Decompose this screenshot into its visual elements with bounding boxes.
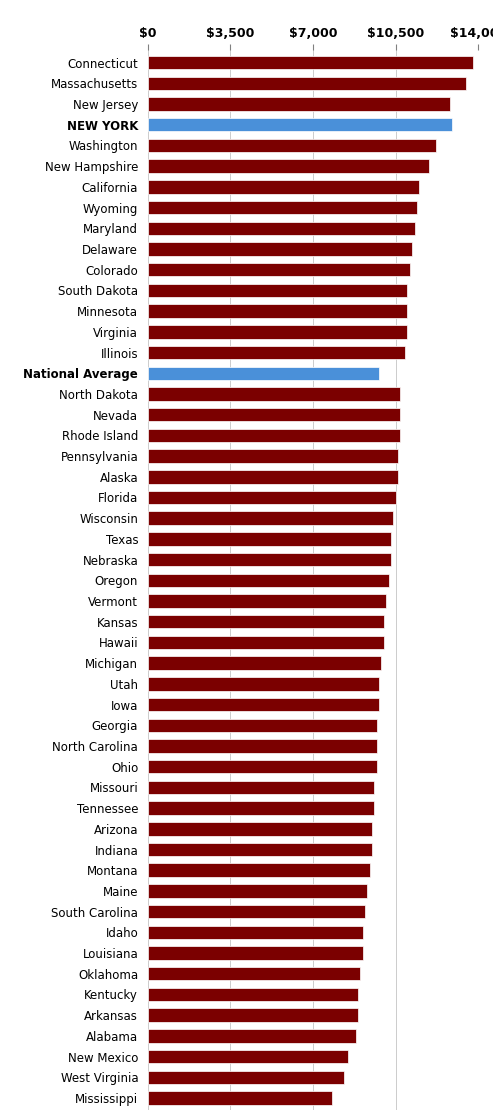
Bar xyxy=(148,56,473,69)
Bar xyxy=(148,511,393,525)
Bar xyxy=(148,118,452,132)
Bar xyxy=(148,387,400,401)
Bar xyxy=(148,1091,332,1105)
Bar xyxy=(148,574,388,587)
Bar xyxy=(148,968,360,981)
Bar xyxy=(148,77,466,90)
Bar xyxy=(148,346,405,359)
Bar xyxy=(148,305,407,318)
Bar xyxy=(148,429,400,442)
Bar xyxy=(148,1009,358,1022)
Bar xyxy=(148,843,372,856)
Bar xyxy=(148,656,382,670)
Bar xyxy=(148,905,365,918)
Bar xyxy=(148,884,367,897)
Bar xyxy=(148,552,391,566)
Bar xyxy=(148,180,419,193)
Bar xyxy=(148,1070,344,1084)
Bar xyxy=(148,470,398,483)
Bar xyxy=(148,946,362,960)
Bar xyxy=(148,366,379,379)
Bar xyxy=(148,408,400,422)
Bar xyxy=(148,988,358,1001)
Bar xyxy=(148,242,412,256)
Bar xyxy=(148,698,379,711)
Bar xyxy=(148,222,415,235)
Bar xyxy=(148,263,410,277)
Bar xyxy=(148,97,450,110)
Bar xyxy=(148,283,407,297)
Bar xyxy=(148,760,377,773)
Bar xyxy=(148,636,384,650)
Bar xyxy=(148,925,362,939)
Bar xyxy=(148,677,379,691)
Bar xyxy=(148,595,386,608)
Bar xyxy=(148,781,374,795)
Bar xyxy=(148,1050,349,1064)
Bar xyxy=(148,325,407,338)
Bar xyxy=(148,532,391,546)
Bar xyxy=(148,739,377,752)
Bar xyxy=(148,1029,355,1042)
Bar xyxy=(148,160,428,173)
Bar xyxy=(148,801,374,815)
Bar xyxy=(148,450,398,463)
Bar xyxy=(148,719,377,732)
Bar xyxy=(148,491,395,504)
Bar xyxy=(148,615,384,628)
Bar xyxy=(148,864,370,877)
Bar xyxy=(148,138,436,152)
Bar xyxy=(148,822,372,836)
Bar xyxy=(148,201,417,214)
